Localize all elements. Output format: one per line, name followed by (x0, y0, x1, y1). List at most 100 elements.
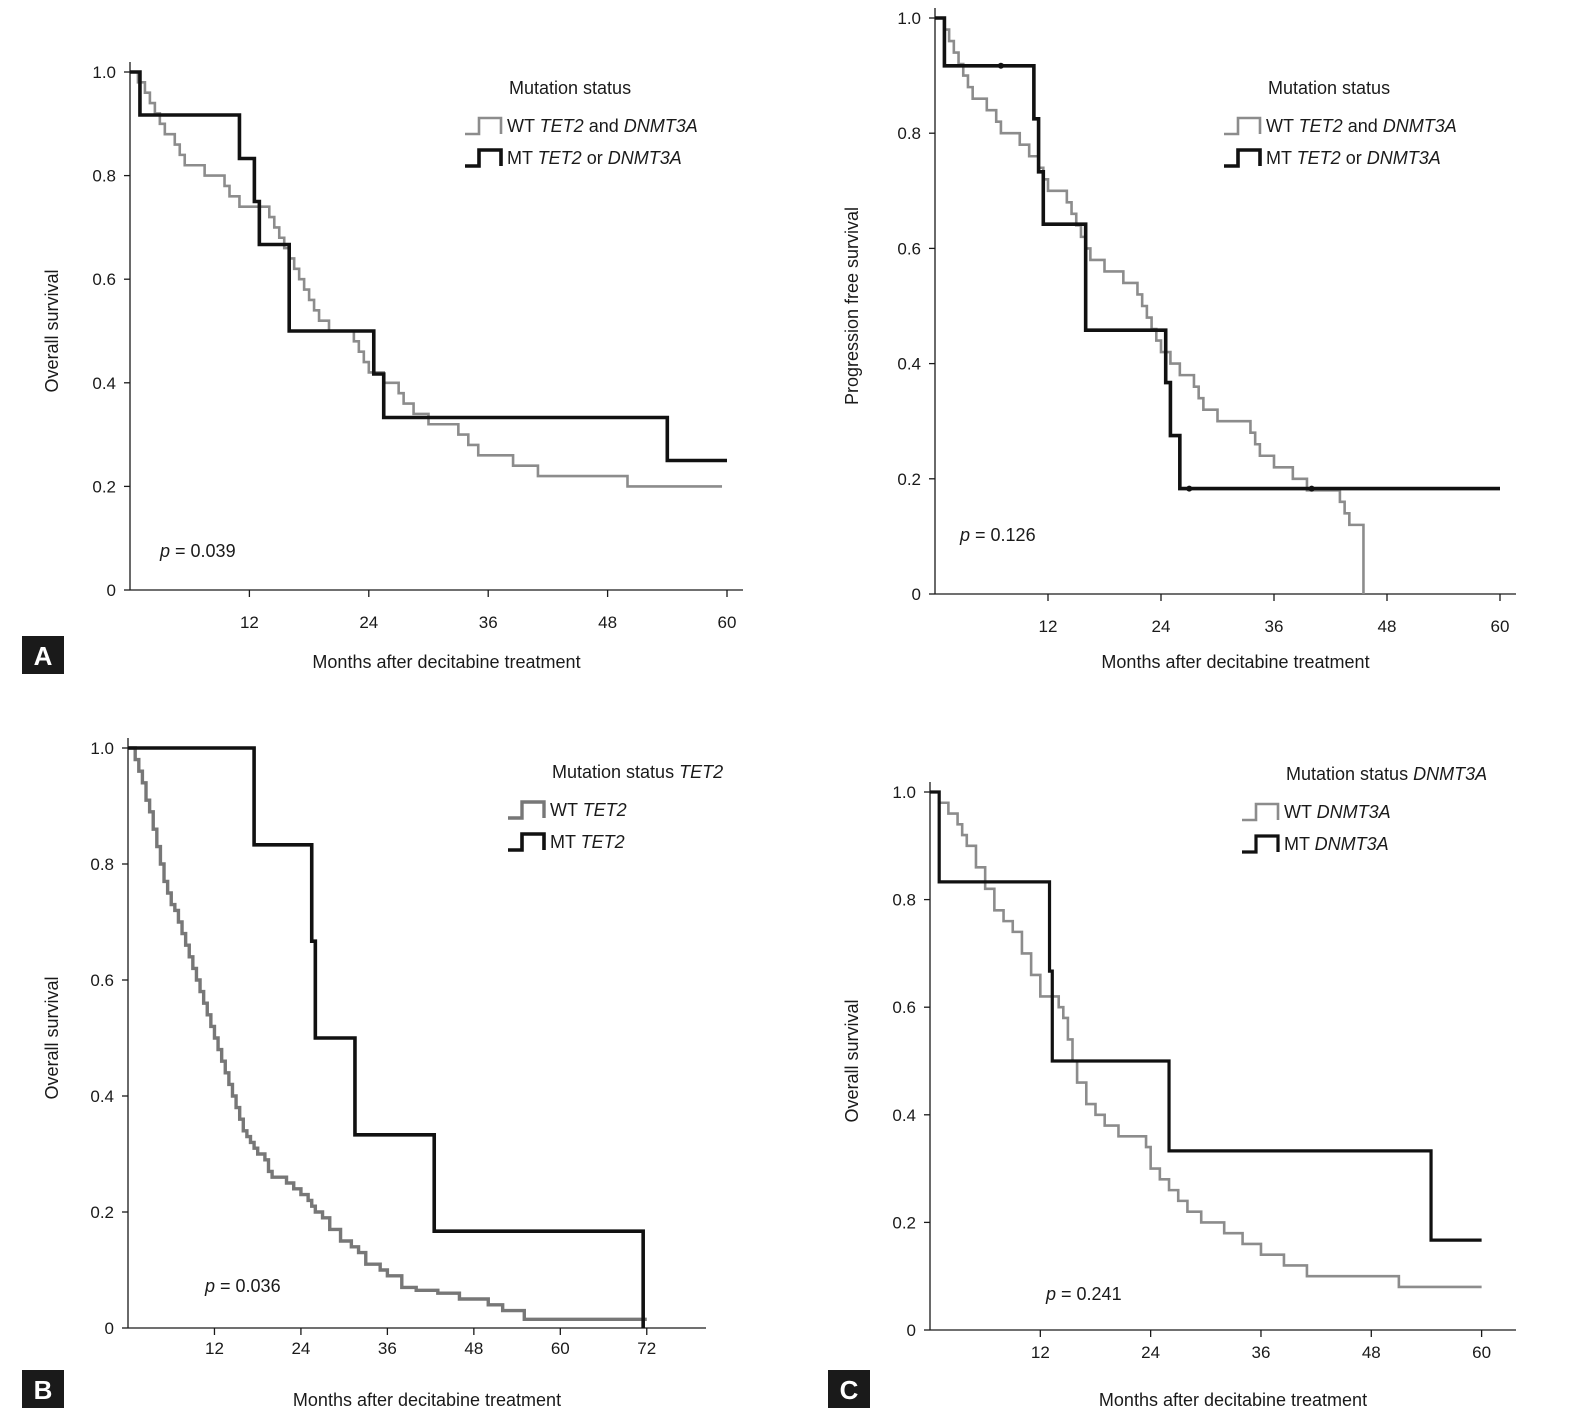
legend-entry-gene: TET2 (540, 116, 584, 136)
y-tick-label: 0 (105, 1319, 114, 1338)
p-value-number: = 0.036 (215, 1276, 281, 1296)
panel-label-box (828, 1370, 870, 1408)
x-tick-label: 24 (1141, 1343, 1160, 1362)
y-axis-title: Overall survival (42, 976, 62, 1099)
legend-entry-prefix: MT (1266, 148, 1297, 168)
x-tick-label: 48 (464, 1339, 483, 1358)
panel-label-box (22, 636, 64, 674)
p-value: p = 0.039 (159, 541, 236, 561)
y-tick-label: 0.4 (90, 1087, 114, 1106)
p-value-symbol: p (1045, 1284, 1056, 1304)
legend-title-text: Mutation status (1268, 78, 1390, 98)
y-axis-title: Progression free survival (842, 207, 862, 405)
legend-entry-gene: TET2 (581, 832, 625, 852)
km-curve-series-1 (930, 790, 1482, 1242)
legend-title: Mutation status (509, 78, 631, 98)
y-tick-label: 0 (107, 581, 116, 600)
legend-entry-gene2: DNMT3A (608, 148, 682, 168)
legend-entry-series-0: WT DNMT3A (1284, 802, 1391, 822)
chart-panel-A-left: 0 0.2 0.4 0.6 0.8 1.0 12 24 36 48 60 Months after d… (42, 62, 743, 672)
y-tick-label: 0.2 (892, 1213, 916, 1232)
x-tick-label: 48 (1362, 1343, 1381, 1362)
legend-entry-prefix: WT (1284, 802, 1317, 822)
legend-swatch-series-0 (1224, 116, 1262, 136)
x-tick-label: 60 (1472, 1343, 1491, 1362)
p-value-symbol: p (959, 525, 970, 545)
p-value: p = 0.126 (959, 525, 1036, 545)
y-tick-label: 0.4 (897, 355, 921, 374)
legend-entry-join: and (1343, 116, 1383, 136)
y-tick-label: 0 (912, 585, 921, 604)
x-tick-label: 12 (1039, 617, 1058, 636)
p-value-number: = 0.039 (170, 541, 236, 561)
y-tick-label: 0.4 (892, 1106, 916, 1125)
km-curve-series-1 (128, 746, 645, 1328)
y-tick-label: 0.8 (892, 891, 916, 910)
legend-entry-prefix: WT (507, 116, 540, 136)
p-value-number: = 0.126 (970, 525, 1036, 545)
y-tick-label: 0.2 (92, 477, 116, 496)
y-axis-title: Overall survival (42, 269, 62, 392)
legend-entry-series-0: WT TET2 and DNMT3A (507, 116, 698, 136)
y-tick-label: 1.0 (90, 739, 114, 758)
p-value-symbol: p (204, 1276, 215, 1296)
legend-entry-series-1: MT TET2 or DNMT3A (1266, 148, 1441, 168)
chart-panel-B: 0 0.2 0.4 0.6 0.8 1.0 12 24 36 48 60 72 Months after… (42, 738, 723, 1410)
legend-entry-series-1: MT TET2 (550, 832, 625, 852)
legend-entry-join: or (582, 148, 608, 168)
x-tick-label: 24 (1152, 617, 1171, 636)
panel-label-B: B (22, 1370, 64, 1408)
legend-entry-prefix: MT (507, 148, 538, 168)
legend-entry-prefix: WT (550, 800, 583, 820)
legend-entry-gene: DNMT3A (1317, 802, 1391, 822)
legend-entry-join: or (1341, 148, 1367, 168)
y-tick-label: 1.0 (892, 783, 916, 802)
y-tick-label: 1.0 (897, 9, 921, 28)
x-tick-label: 12 (240, 613, 259, 632)
legend-entry-prefix: WT (1266, 116, 1299, 136)
panel-label-text: C (840, 1375, 859, 1405)
x-axis-title: Months after decitabine treatment (312, 652, 580, 672)
legend-swatch-series-0 (1242, 802, 1280, 822)
legend-entry-gene2: DNMT3A (624, 116, 698, 136)
y-tick-label: 0.2 (897, 470, 921, 489)
censor-mark (1186, 485, 1193, 492)
x-tick-label: 36 (1265, 617, 1284, 636)
x-tick-label: 36 (378, 1339, 397, 1358)
y-tick-label: 0.4 (92, 374, 116, 393)
y-axis-title: Overall survival (842, 999, 862, 1122)
chart-panel-C: 0 0.2 0.4 0.6 0.8 1.0 12 24 36 48 60 Months after d… (842, 764, 1516, 1410)
x-tick-label: 60 (1491, 617, 1510, 636)
legend-entry-series-1: MT TET2 or DNMT3A (507, 148, 682, 168)
km-curve-series-0 (935, 16, 1365, 594)
panel-label-box (22, 1370, 64, 1408)
x-tick-label: 12 (205, 1339, 224, 1358)
legend-entry-gene: TET2 (1299, 116, 1343, 136)
legend-entry-series-1: MT DNMT3A (1284, 834, 1389, 854)
y-tick-label: 0.2 (90, 1203, 114, 1222)
km-curve-series-0 (128, 746, 647, 1321)
y-tick-label: 0.8 (92, 167, 116, 186)
legend-title-text: Mutation status (552, 762, 679, 782)
x-axis-title: Months after decitabine treatment (293, 1390, 561, 1410)
censor-mark (997, 62, 1004, 69)
legend-title: Mutation status DNMT3A (1286, 764, 1487, 784)
legend-entry-gene: TET2 (583, 800, 627, 820)
x-tick-label: 72 (637, 1339, 656, 1358)
x-tick-label: 12 (1031, 1343, 1050, 1362)
y-tick-label: 0 (907, 1321, 916, 1340)
km-curve-series-1 (935, 16, 1500, 491)
legend-entry-series-0: WT TET2 and DNMT3A (1266, 116, 1457, 136)
x-tick-label: 24 (359, 613, 378, 632)
legend-title-text: Mutation status (509, 78, 631, 98)
km-curve-series-0 (930, 790, 1482, 1289)
x-tick-label: 48 (1378, 617, 1397, 636)
legend-entry-gene2: DNMT3A (1367, 148, 1441, 168)
legend-title-text: Mutation status (1286, 764, 1413, 784)
x-axis-title: Months after decitabine treatment (1101, 652, 1369, 672)
legend-entry-series-0: WT TET2 (550, 800, 627, 820)
censor-mark (1308, 485, 1315, 492)
x-tick-label: 36 (1252, 1343, 1271, 1362)
x-tick-label: 24 (291, 1339, 310, 1358)
